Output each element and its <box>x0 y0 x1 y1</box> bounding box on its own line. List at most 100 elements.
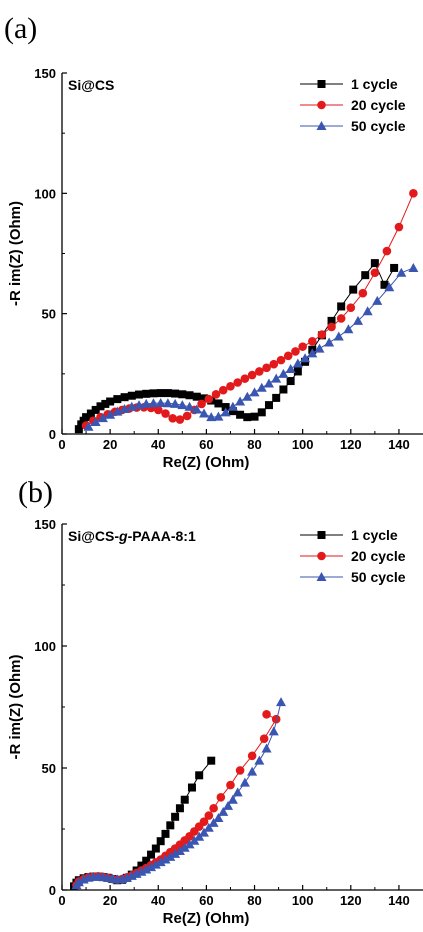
legend-label: 1 cycle <box>351 76 398 92</box>
data-point <box>170 848 181 858</box>
data-point <box>113 395 122 404</box>
data-point <box>83 421 94 431</box>
data-point <box>262 710 271 719</box>
data-point <box>370 268 380 278</box>
series-50-cycle <box>83 262 419 431</box>
data-point <box>269 359 279 369</box>
data-point <box>135 390 144 399</box>
data-point <box>184 401 195 411</box>
y-axis-title: -R im(Z) (Ohm) <box>7 201 24 306</box>
series-line <box>76 713 277 886</box>
data-point <box>218 385 228 395</box>
data-point <box>204 394 214 404</box>
data-point <box>257 408 266 417</box>
data-point <box>361 271 370 280</box>
data-point <box>349 285 358 294</box>
data-point <box>199 817 209 826</box>
data-point <box>240 374 250 383</box>
data-point <box>206 412 217 422</box>
x-tick-label: 100 <box>292 437 314 452</box>
data-point <box>198 827 209 837</box>
data-point <box>268 726 279 736</box>
data-point <box>223 800 234 810</box>
data-point <box>254 755 265 765</box>
data-point <box>283 351 293 361</box>
data-point <box>263 378 274 388</box>
x-tick-label: 20 <box>103 893 117 908</box>
sample-title: Si@CS-g-PAAA-8:1 <box>68 528 196 544</box>
x-tick-label: 0 <box>58 437 65 452</box>
data-point <box>279 385 288 394</box>
data-point <box>166 821 175 830</box>
data-point <box>156 389 165 398</box>
data-point <box>214 399 223 408</box>
data-point <box>137 861 146 870</box>
data-point <box>362 306 373 316</box>
series-20-cycle <box>72 710 281 890</box>
data-point <box>126 401 137 411</box>
data-point <box>235 766 245 775</box>
legend-marker <box>317 80 326 88</box>
data-point <box>142 856 151 865</box>
y-tick-label: 150 <box>34 517 56 532</box>
x-tick-label: 140 <box>388 893 410 908</box>
data-point <box>218 806 229 816</box>
data-point <box>285 364 296 374</box>
data-point <box>307 337 317 346</box>
data-point <box>324 337 335 347</box>
data-point <box>243 413 252 422</box>
data-point <box>90 416 101 426</box>
data-point <box>156 837 165 846</box>
data-point <box>384 282 395 292</box>
data-point <box>174 845 185 855</box>
data-point <box>189 835 200 845</box>
panel-label: (b) <box>18 476 53 509</box>
data-point <box>228 407 237 416</box>
data-point <box>216 792 226 802</box>
data-point <box>191 404 202 414</box>
legend-label: 20 cycle <box>351 97 406 113</box>
data-point <box>184 839 195 849</box>
y-tick-label: 100 <box>34 186 56 201</box>
x-tick-label: 80 <box>247 437 261 452</box>
data-point <box>286 377 295 386</box>
data-point <box>101 399 110 408</box>
data-point <box>291 347 300 356</box>
data-point <box>192 392 201 401</box>
legend: 1 cycle 20 cycle 50 cycle <box>300 527 406 585</box>
data-point <box>358 288 368 298</box>
x-tick-label: 40 <box>151 893 165 908</box>
data-point <box>276 697 287 707</box>
data-point <box>147 850 156 859</box>
data-point <box>271 714 281 724</box>
data-point <box>97 413 108 423</box>
data-point <box>155 397 166 407</box>
y-tick-label: 150 <box>34 66 56 81</box>
x-axis-title: Re(Z) (Ohm) <box>163 454 250 471</box>
data-point <box>336 314 346 323</box>
data-point <box>394 222 404 232</box>
data-point <box>346 303 356 312</box>
data-point <box>380 280 389 289</box>
data-point <box>247 766 258 776</box>
data-point <box>179 842 190 852</box>
y-tick-label: 0 <box>49 427 56 442</box>
data-point <box>213 813 224 823</box>
data-point <box>142 389 151 398</box>
data-point <box>177 400 188 410</box>
data-point <box>187 783 196 792</box>
data-point <box>372 295 383 305</box>
data-point <box>293 367 302 376</box>
data-point <box>276 355 286 365</box>
y-tick-label: 50 <box>42 307 56 322</box>
data-point <box>227 401 238 411</box>
data-point <box>259 734 269 744</box>
data-point <box>73 877 84 887</box>
data-point <box>149 389 158 398</box>
data-point <box>343 324 354 334</box>
data-point <box>150 859 161 869</box>
sample-title: Si@CS <box>68 77 114 93</box>
data-point <box>314 343 325 353</box>
data-point <box>86 409 95 418</box>
